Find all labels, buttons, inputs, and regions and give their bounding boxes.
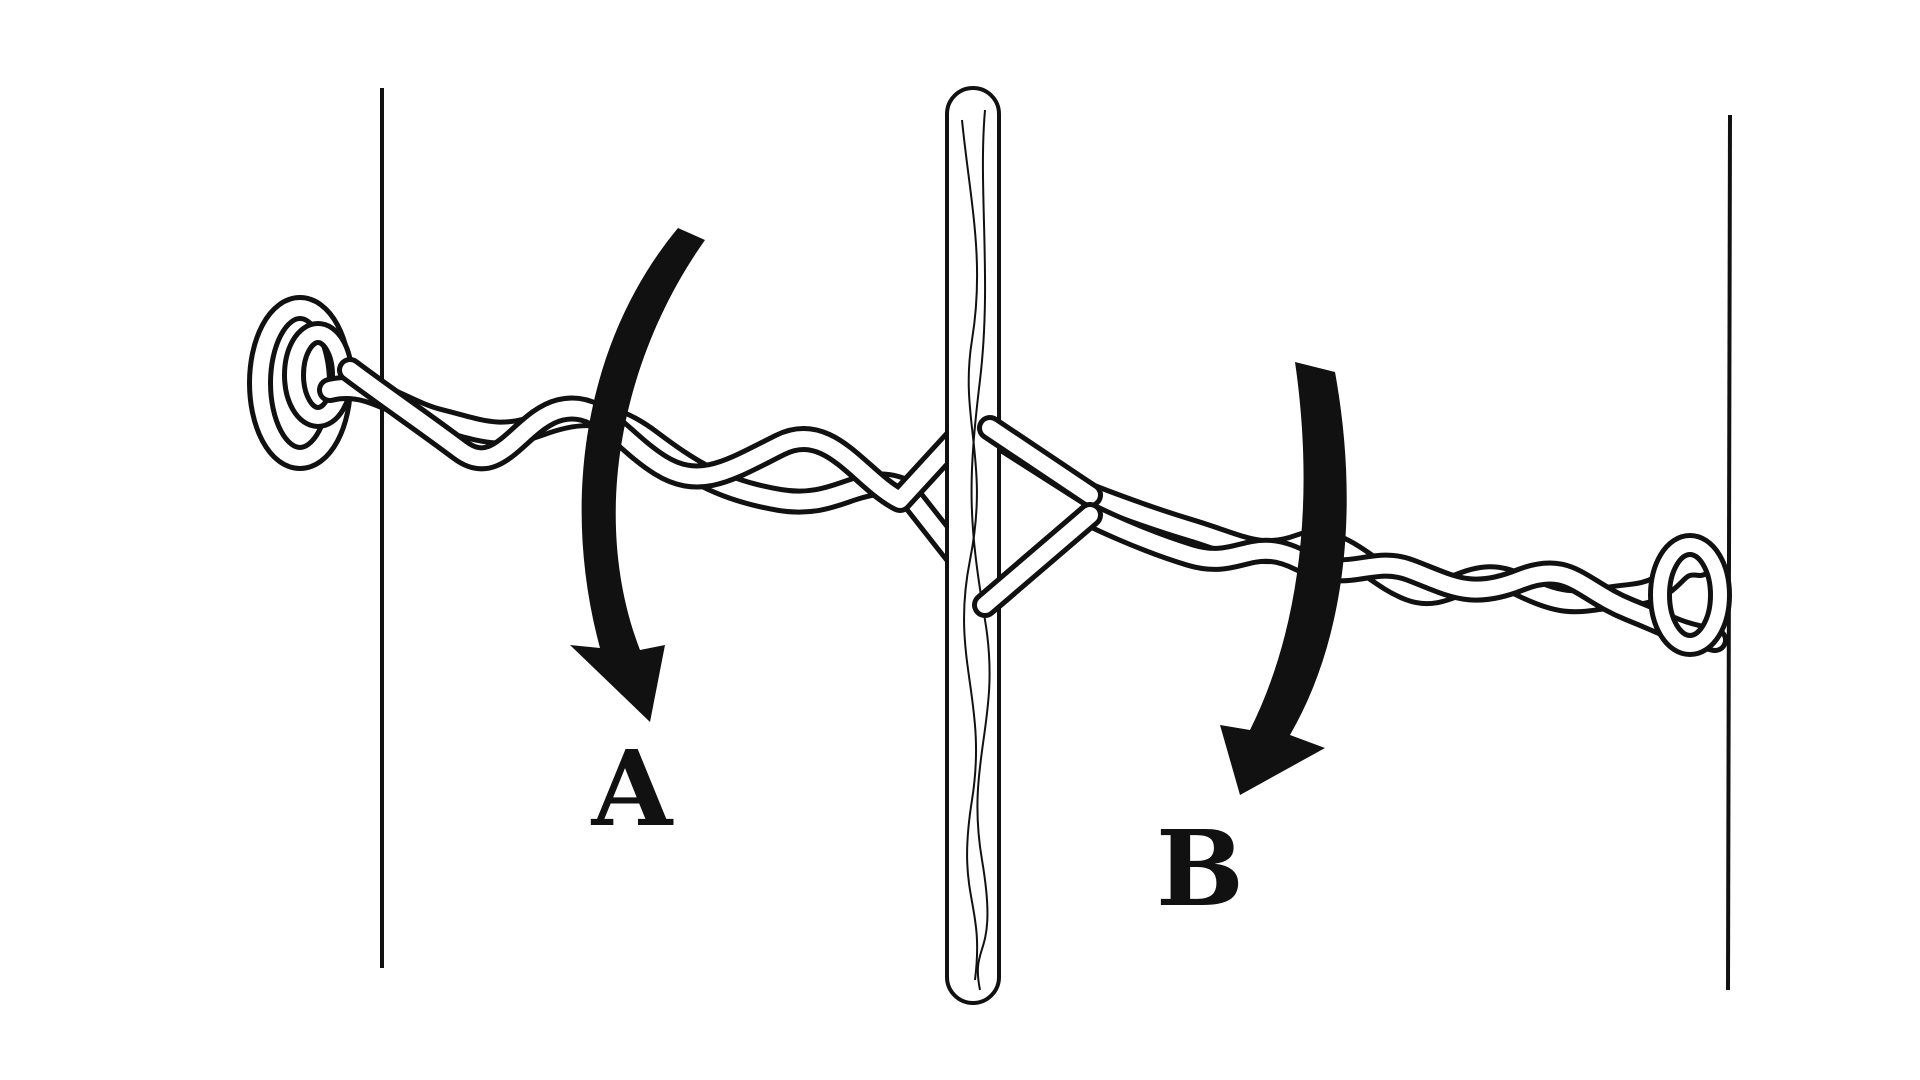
twisted-rope-right xyxy=(972,415,1728,653)
right-post-line xyxy=(1726,114,1732,991)
twisting-stick xyxy=(945,86,1001,1005)
label-a: A xyxy=(591,727,674,850)
curved-arrow-down-icon xyxy=(1220,362,1347,795)
label-b: B xyxy=(1156,807,1244,930)
right-rope-loop xyxy=(1648,533,1732,657)
curved-arrow-down-icon xyxy=(570,228,705,722)
rope-over-stick xyxy=(972,415,1103,618)
twisted-rope-left xyxy=(317,357,973,573)
